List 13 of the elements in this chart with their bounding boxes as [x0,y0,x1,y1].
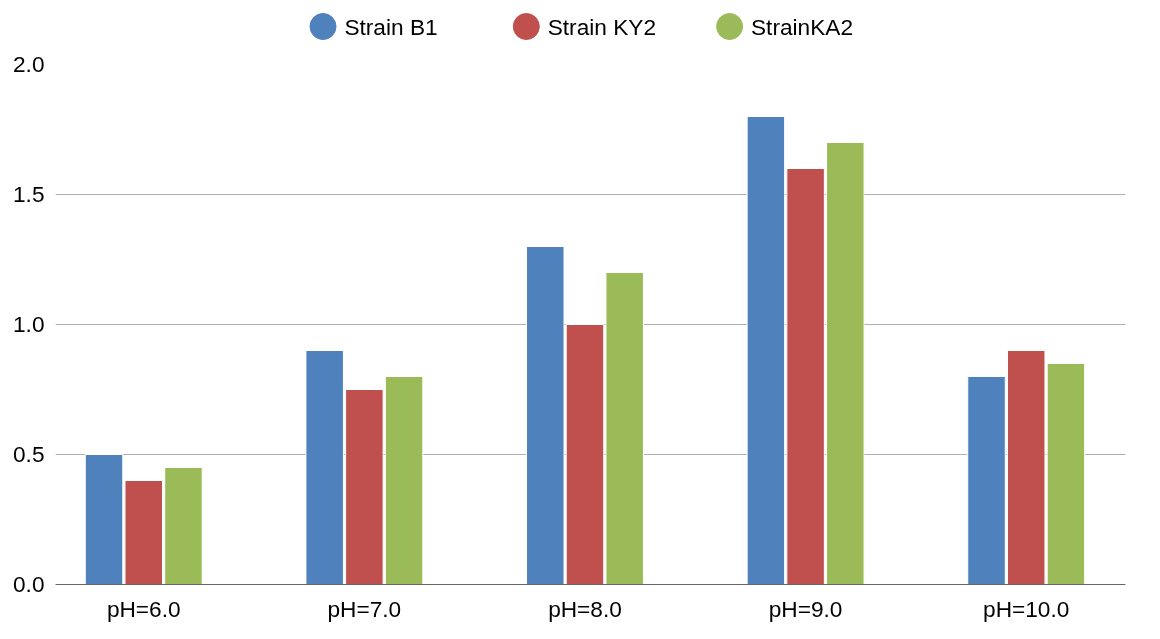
legend-label: Strain KY2 [547,13,657,40]
y-tick-label: 2.0 [13,51,45,77]
x-tick-label: pH=10.0 [983,595,1070,622]
x-tick-label: pH=9.0 [768,595,843,622]
legend-label: Strain B1 [344,13,438,40]
y-tick-label: 1.5 [13,181,45,207]
x-tick-label: pH=7.0 [327,595,402,622]
y-tick-label: 1.0 [13,311,45,337]
x-tick-label: pH=6.0 [106,595,181,622]
y-tick-label: 0.0 [13,571,45,597]
legend-label: StrainKA2 [751,13,854,40]
y-tick-label: 0.5 [13,441,45,467]
x-tick-label: pH=8.0 [548,595,622,622]
